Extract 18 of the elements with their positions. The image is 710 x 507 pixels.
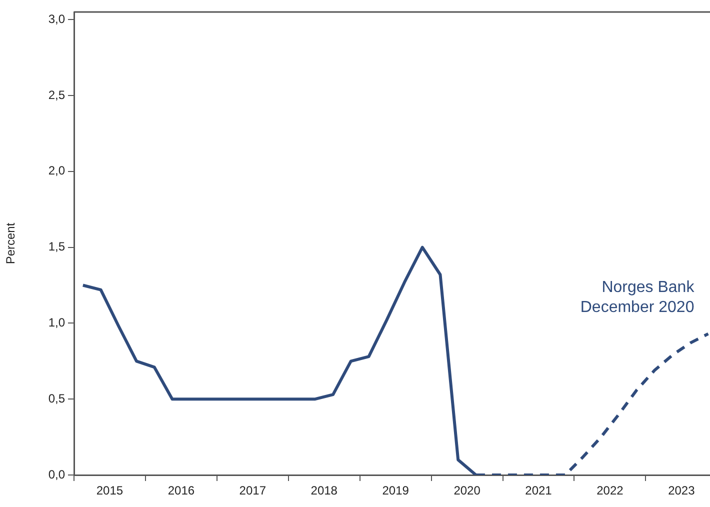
x-tick-label: 2023 bbox=[668, 484, 696, 498]
y-tick-label: 2,0 bbox=[48, 164, 66, 178]
x-tick-label: 2020 bbox=[454, 484, 481, 498]
x-tick-label: 2021 bbox=[525, 484, 552, 498]
x-tick-label: 2019 bbox=[382, 484, 410, 498]
y-tick-label: 3,0 bbox=[48, 12, 66, 26]
y-tick-label: 0,5 bbox=[48, 391, 66, 406]
y-tick-label: 0,0 bbox=[48, 467, 66, 482]
y-tick-label: 1,0 bbox=[48, 316, 66, 330]
series-label: Norges Bank December 2020 bbox=[580, 279, 696, 316]
x-tick-label: 2015 bbox=[96, 484, 124, 498]
y-tick-label: 2,5 bbox=[48, 88, 66, 102]
y-axis-title: Percent bbox=[4, 222, 18, 264]
y-tick-label: 1,5 bbox=[48, 240, 66, 254]
x-tick-label: 2018 bbox=[310, 484, 338, 498]
x-tick-label: 2022 bbox=[596, 484, 624, 498]
x-tick-label: 2016 bbox=[168, 484, 195, 498]
x-tick-label: 2017 bbox=[239, 484, 266, 498]
